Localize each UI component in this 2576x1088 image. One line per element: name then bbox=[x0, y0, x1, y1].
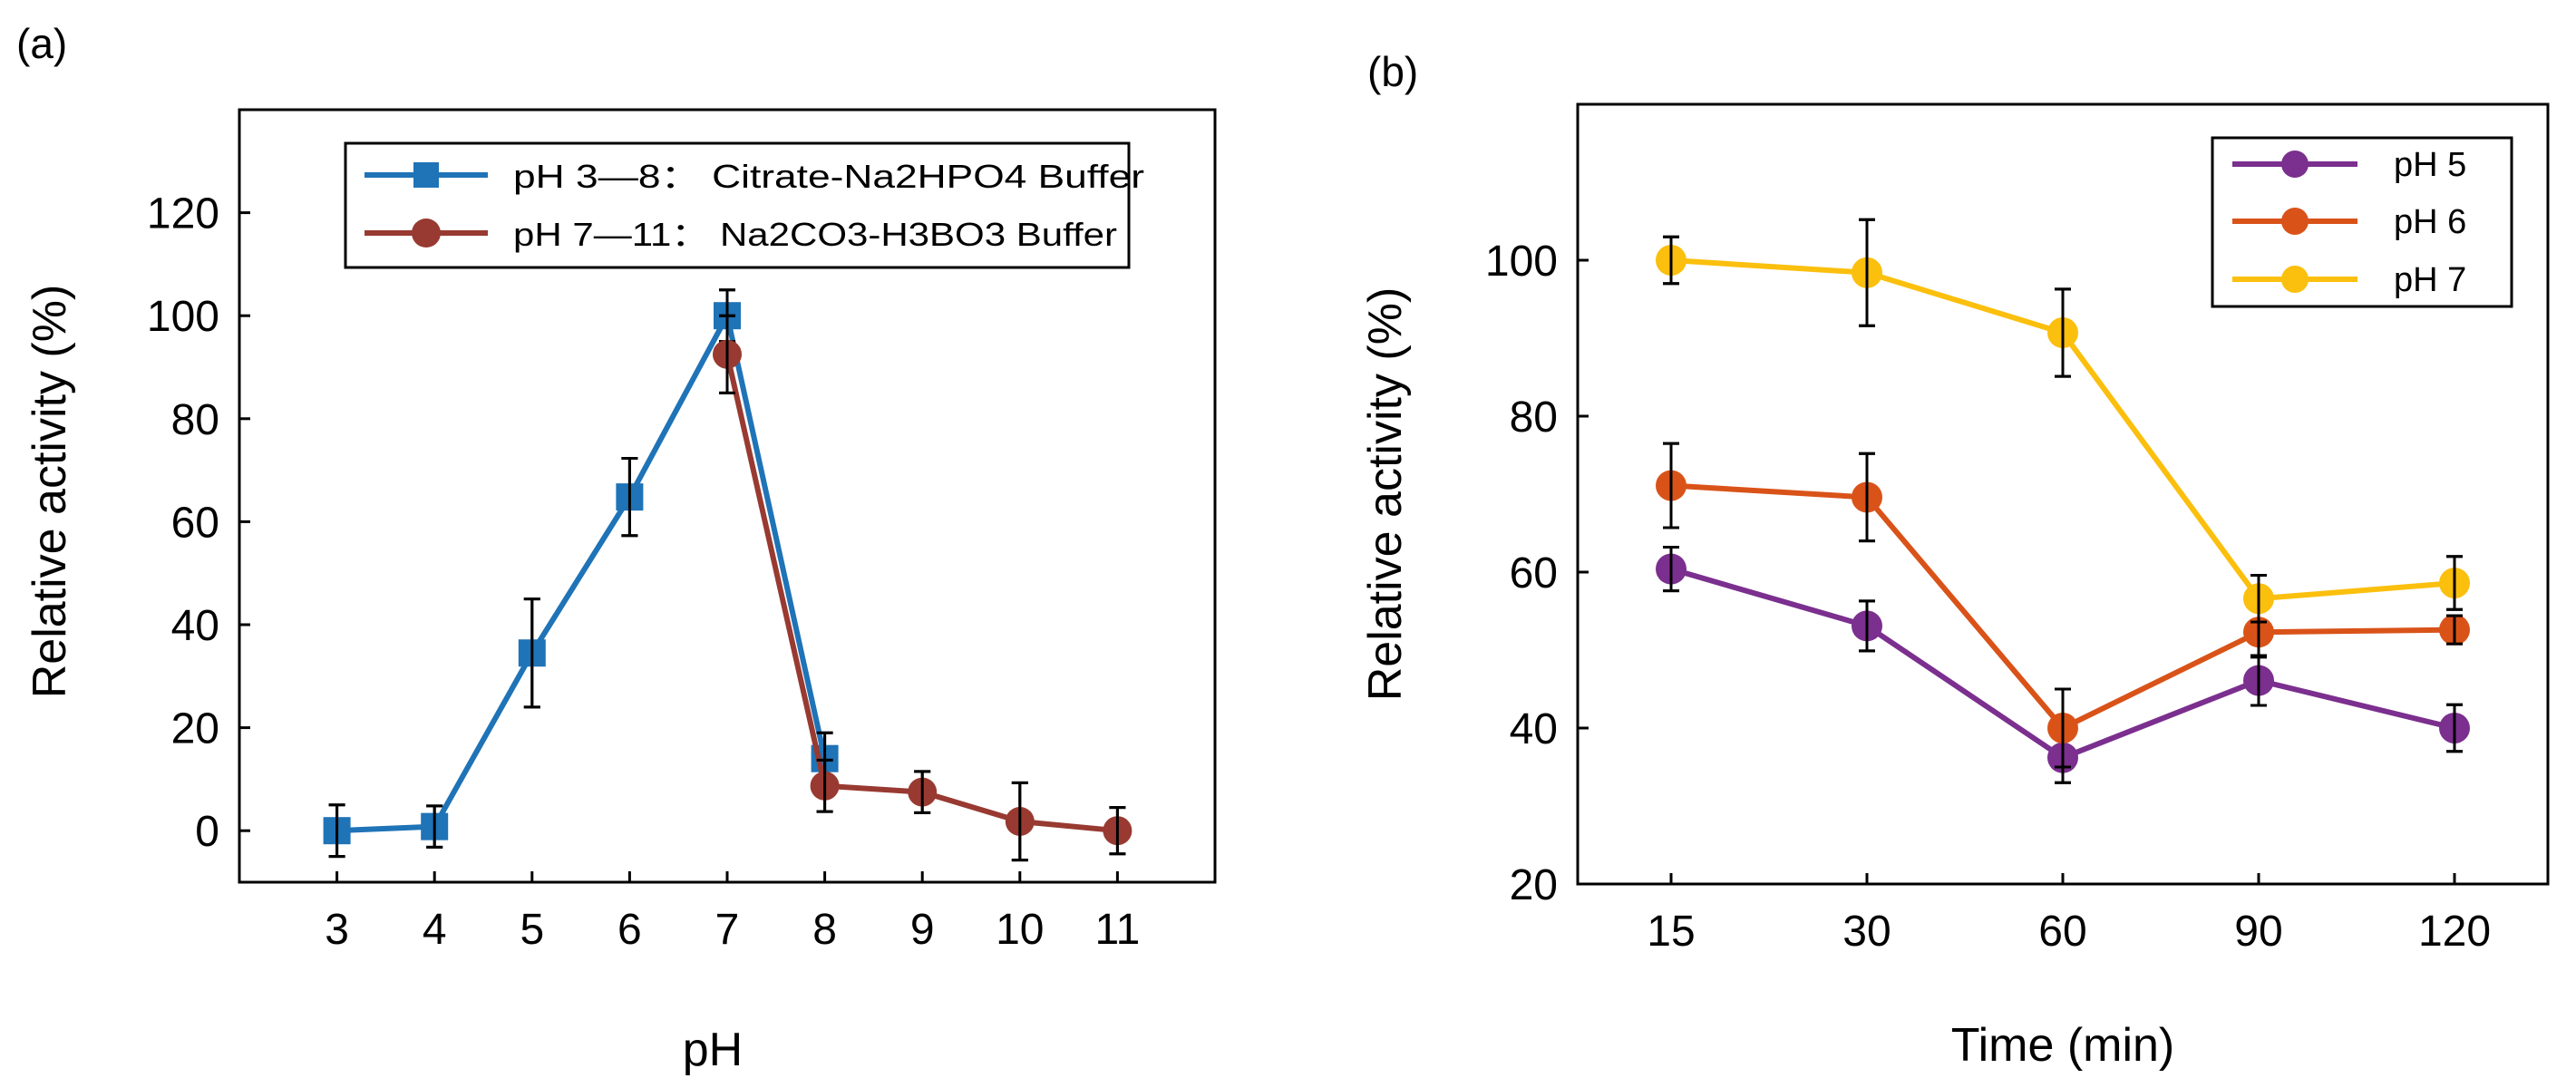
error-bar-b-top bbox=[2055, 287, 2071, 378]
y-tick-label-b: 20 bbox=[1510, 861, 1558, 909]
y-tick-label-b: 40 bbox=[1510, 705, 1558, 753]
legend-box-a bbox=[344, 141, 1131, 269]
error-bar-b-top bbox=[2446, 555, 2463, 611]
error-bar-b-top bbox=[1663, 235, 1679, 286]
legend-b: pH 5 pH 6 pH 7 bbox=[2211, 136, 2513, 308]
legend-marker-ph5 bbox=[2281, 151, 2309, 178]
legend-label-ph6: pH 6 bbox=[2394, 203, 2466, 241]
error-bar-b-top bbox=[2446, 703, 2463, 753]
legend-marker-citrate bbox=[413, 162, 439, 188]
series-a-0 bbox=[323, 288, 839, 859]
error-bar-b-top bbox=[1859, 599, 1875, 653]
legend-label-citrate: pH 3—8： Citrate-Na2HPO4 Buffer bbox=[513, 158, 1144, 195]
legend-label-carbonate: pH 7—11： Na2CO3-H3BO3 Buffer bbox=[513, 216, 1117, 253]
error-bar-b-top bbox=[1663, 442, 1679, 529]
error-bar-b-top bbox=[1663, 545, 1679, 593]
legend-marker-carbonate bbox=[412, 219, 441, 248]
series-a-1 bbox=[713, 314, 1132, 862]
panel-b: (b) 15 30 60 90 120 20 40 60 80 100 Time (min) Re… bbox=[1359, 48, 2550, 1072]
error-bar-b-top bbox=[1859, 452, 1875, 543]
error-bar-b-top bbox=[2055, 687, 2071, 769]
series-b-2 bbox=[1656, 218, 2470, 624]
y-tick-label-a: 60 bbox=[171, 499, 219, 547]
legend-marker-ph7 bbox=[2281, 266, 2309, 293]
x-tick-label-a: 5 bbox=[520, 906, 544, 954]
error-bar-b-top bbox=[1859, 218, 1875, 327]
x-axis-label-a: pH bbox=[683, 1024, 743, 1076]
panel-a: (a) 3 4 5 6 7 8 9 10 11 0 20 40 60 80 100 120 pH Relati… bbox=[16, 20, 1217, 1076]
y-tick-label-a: 80 bbox=[171, 396, 219, 444]
legend-a: pH 3—8： Citrate-Na2HPO4 Buffer pH 7—11： … bbox=[344, 141, 1144, 269]
x-tick-label-b: 60 bbox=[2038, 908, 2086, 956]
x-tick-label-a: 4 bbox=[423, 906, 447, 954]
y-tick-label-b: 60 bbox=[1510, 549, 1558, 597]
panel-label-a: (a) bbox=[16, 20, 67, 67]
x-tick-label-b: 15 bbox=[1647, 908, 1695, 956]
error-bar-a-top bbox=[1109, 806, 1126, 856]
series-line-a bbox=[336, 313, 828, 834]
x-tick-label-b: 90 bbox=[2234, 908, 2282, 956]
x-tick-label-a: 6 bbox=[617, 906, 642, 954]
x-tick-label-a: 9 bbox=[910, 906, 935, 954]
x-tick-label-a: 3 bbox=[325, 906, 349, 954]
x-tick-label-a: 11 bbox=[1094, 906, 1140, 954]
x-tick-label-b: 120 bbox=[2418, 908, 2491, 956]
error-bar-a-top bbox=[328, 803, 345, 859]
panel-label-b: (b) bbox=[1367, 48, 1418, 95]
error-bar-b-top bbox=[2250, 573, 2267, 624]
error-bar-a-top bbox=[426, 804, 443, 849]
error-bar-a-top bbox=[523, 597, 540, 709]
y-tick-label-a: 40 bbox=[171, 602, 219, 650]
y-tick-label-a: 20 bbox=[171, 705, 219, 753]
y-tick-label-b: 80 bbox=[1510, 393, 1558, 442]
error-bar-a-top bbox=[914, 770, 931, 814]
x-tick-label-b: 30 bbox=[1842, 908, 1891, 956]
legend-label-ph7: pH 7 bbox=[2394, 261, 2466, 299]
error-bar-a-top bbox=[719, 314, 735, 394]
legend-marker-ph6 bbox=[2281, 208, 2309, 235]
y-tick-label-a: 0 bbox=[195, 808, 219, 856]
legend-label-ph5: pH 5 bbox=[2394, 146, 2466, 184]
y-tick-label-a: 120 bbox=[147, 190, 219, 238]
x-axis-label-b: Time (min) bbox=[1951, 1019, 2175, 1072]
x-tick-label-a: 7 bbox=[715, 906, 740, 954]
error-bar-a-top bbox=[816, 758, 833, 813]
series-b-1 bbox=[1656, 442, 2470, 769]
error-bar-b-top bbox=[2446, 614, 2463, 646]
y-tick-label-b: 100 bbox=[1485, 238, 1558, 286]
y-axis-label-a: Relative activity (%) bbox=[24, 285, 76, 699]
error-bar-a-top bbox=[621, 457, 638, 538]
y-tick-label-a: 100 bbox=[147, 293, 219, 341]
x-tick-label-a: 10 bbox=[996, 906, 1044, 954]
error-bar-a-top bbox=[1011, 781, 1028, 862]
y-axis-label-b: Relative activity (%) bbox=[1359, 287, 1412, 702]
x-tick-label-a: 8 bbox=[812, 906, 837, 954]
